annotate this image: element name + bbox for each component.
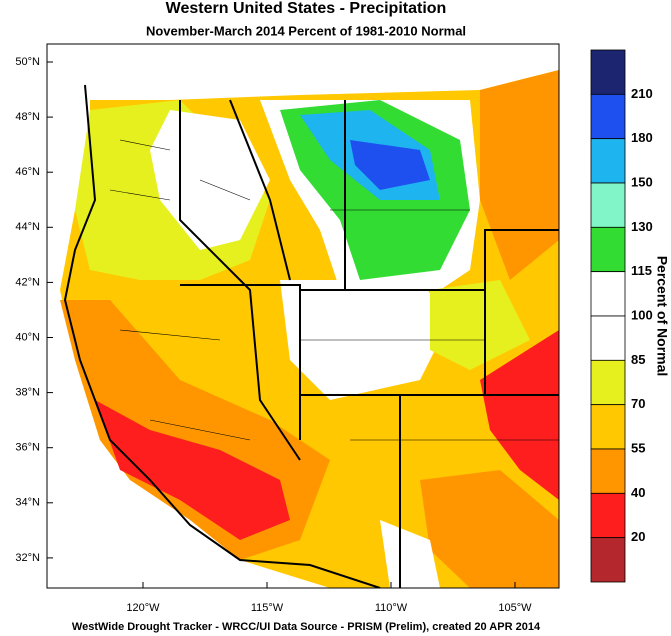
colorbar-label: 100 — [631, 307, 653, 322]
lon-label: 120°W — [126, 602, 160, 614]
colorbar-swatch — [590, 271, 626, 317]
lat-label: 48°N — [15, 111, 40, 123]
lat-label: 38°N — [15, 387, 40, 399]
colorbar-swatch — [590, 49, 626, 95]
map-area — [47, 44, 559, 588]
colorbar-label: 210 — [631, 86, 653, 101]
lat-label: 40°N — [15, 331, 40, 343]
colorbar-swatch — [590, 359, 626, 406]
colorbar-label: 115 — [631, 263, 652, 278]
lat-label: 44°N — [15, 221, 40, 233]
colorbar-swatch — [590, 138, 626, 184]
colorbar-label: 20 — [631, 529, 645, 544]
colorbar-swatch — [590, 93, 626, 140]
colorbar-label: 55 — [631, 440, 645, 455]
colorbar-swatch — [590, 448, 626, 494]
title: Western United States - Precipitation — [166, 0, 447, 17]
longitude-labels: 120°W 115°W 110°W 105°W — [126, 582, 532, 614]
colorbar-swatch — [590, 226, 626, 273]
colorbar: 210 180 150 130 115 100 85 70 55 40 20 — [590, 49, 653, 583]
colorbar-swatch — [590, 404, 626, 450]
colorbar-label: 150 — [631, 174, 653, 189]
colorbar-swatch — [590, 182, 626, 228]
lat-label: 36°N — [15, 442, 40, 454]
colorbar-swatch — [590, 492, 626, 539]
lon-label: 115°W — [251, 602, 284, 614]
colorbar-label: 130 — [631, 219, 653, 234]
lat-label: 46°N — [15, 166, 40, 178]
colorbar-label: 180 — [631, 130, 653, 145]
latitude-labels: 50°N 48°N 46°N 44°N 42°N 40°N 38°N 36°N 34°N 32°N — [15, 56, 53, 564]
colorbar-swatch — [590, 537, 626, 583]
colorbar-label: 70 — [631, 396, 645, 411]
colorbar-label: 40 — [631, 485, 645, 500]
lon-label: 105°W — [498, 602, 532, 614]
map-frame — [46, 43, 560, 589]
lat-label: 42°N — [15, 276, 40, 288]
colorbar-swatch — [590, 315, 626, 361]
footer: WestWide Drought Tracker - WRCC/UI Data … — [72, 621, 541, 633]
lat-label: 50°N — [15, 56, 40, 68]
colorbar-label: 85 — [631, 352, 645, 367]
colorbar-title: Percent of Normal — [654, 256, 670, 377]
subtitle: November-March 2014 Percent of 1981-2010… — [146, 23, 466, 38]
lat-label: 34°N — [15, 497, 40, 509]
lon-label: 110°W — [375, 602, 408, 614]
lat-label: 32°N — [15, 552, 40, 564]
